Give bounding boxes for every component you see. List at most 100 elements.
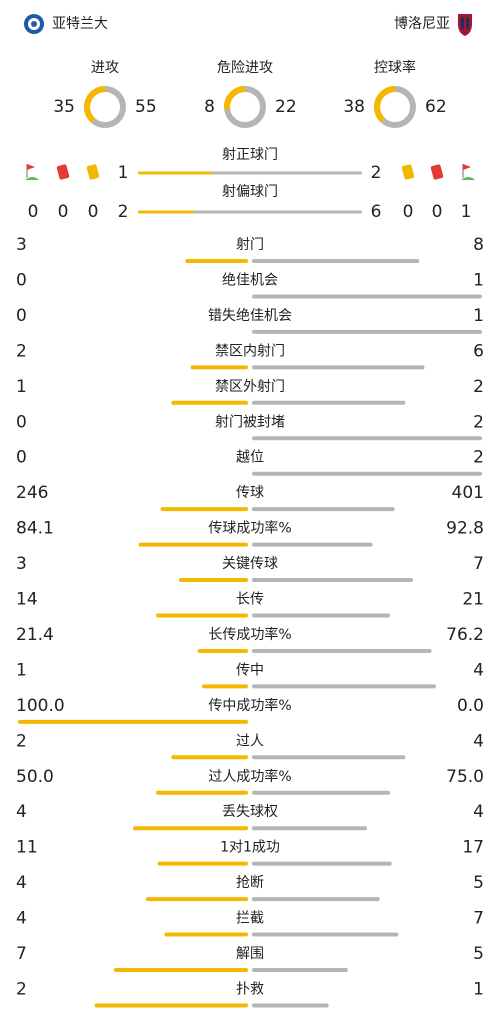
stat-label: 传球成功率% — [208, 520, 291, 537]
bar-home — [113, 968, 248, 972]
away-value: 55 — [135, 97, 157, 117]
bar-away — [252, 755, 406, 760]
home-value: 2 — [16, 979, 27, 999]
home-value: 7 — [16, 944, 27, 964]
stat-label: 错失绝佳机会 — [208, 308, 292, 324]
bar-home — [202, 684, 248, 689]
flag — [461, 177, 475, 180]
bar-away — [252, 861, 392, 866]
donut-home — [374, 86, 396, 123]
bar-away — [252, 1003, 329, 1008]
home-value: 2 — [118, 202, 129, 222]
bar-away — [252, 294, 482, 299]
home-value: 8 — [204, 97, 215, 117]
yellow-card-icon — [401, 164, 415, 180]
bar-away — [252, 400, 406, 405]
corner-icon — [25, 164, 39, 180]
away-value: 62 — [425, 97, 447, 117]
event-count: 0 — [58, 202, 69, 222]
shots-label: 射偏球门 — [222, 184, 278, 200]
home-value: 0 — [16, 306, 27, 326]
bar-home — [190, 365, 248, 370]
away-value: 1 — [473, 270, 484, 290]
home-value: 1 — [16, 660, 27, 680]
bar-away — [138, 210, 362, 214]
bar-away — [252, 578, 413, 583]
home-value: 100.0 — [16, 696, 65, 716]
bar-home — [138, 210, 194, 214]
away-value: 0.0 — [457, 696, 484, 716]
bar-away — [252, 365, 425, 370]
home-value: 14 — [16, 590, 38, 610]
stat-label: 传中 — [236, 662, 264, 678]
away-value: 1 — [473, 306, 484, 326]
pressure-label: 危险进攻 — [217, 60, 273, 76]
away-value: 22 — [275, 97, 297, 117]
stat-label: 射门 — [236, 237, 264, 253]
bar-home — [160, 507, 248, 512]
home-value: 3 — [16, 554, 27, 574]
home-value: 4 — [16, 802, 27, 822]
away-logo — [458, 14, 472, 36]
home-value: 4 — [16, 909, 27, 929]
bar-away — [252, 542, 373, 547]
away-value: 17 — [462, 838, 484, 858]
stat-label: 越位 — [236, 450, 264, 466]
stat-label: 拦截 — [236, 911, 264, 927]
bar-away — [252, 507, 395, 512]
bar-home — [138, 171, 213, 175]
stat-label: 1对1成功 — [220, 840, 280, 856]
flag — [463, 164, 471, 170]
bar-away — [252, 897, 380, 902]
red-card-icon — [430, 164, 444, 180]
bar-home — [171, 400, 248, 405]
bar-away — [252, 684, 436, 689]
home-value: 84.1 — [16, 519, 54, 539]
away-value: 2 — [473, 412, 484, 432]
pressure-label: 进攻 — [91, 60, 119, 76]
pressure-label: 控球率 — [374, 59, 416, 76]
bar-home — [133, 826, 248, 831]
event-count: 0 — [88, 202, 99, 222]
bar-away — [252, 613, 390, 618]
bar-home — [94, 1003, 249, 1008]
bar-home — [164, 932, 248, 937]
corner-icon — [461, 164, 475, 180]
home-team: 亚特兰大 — [52, 16, 108, 32]
home-value: 0 — [16, 448, 27, 468]
home-value: 0 — [16, 412, 27, 432]
home-value: 1 — [118, 163, 129, 183]
away-value: 6 — [371, 202, 382, 222]
home-value: 0 — [16, 270, 27, 290]
bar-home — [138, 542, 248, 547]
bar-away — [252, 790, 390, 795]
stat-label: 丢失球权 — [222, 804, 278, 820]
donut-home — [224, 86, 246, 110]
event-count: 0 — [432, 202, 443, 222]
away-value: 4 — [473, 802, 484, 822]
home-value: 2 — [16, 731, 27, 751]
bar-home — [197, 648, 248, 653]
bar-away — [252, 259, 420, 263]
home-value: 2 — [16, 341, 27, 361]
stat-label: 解围 — [236, 946, 264, 962]
away-value: 75.0 — [446, 767, 484, 787]
yellow-card-icon — [86, 164, 100, 180]
bar-away — [252, 932, 399, 937]
bar-home — [171, 755, 248, 760]
away-value: 92.8 — [446, 519, 484, 539]
stat-label: 传中成功率% — [208, 697, 291, 714]
home-value: 4 — [16, 873, 27, 893]
home-value: 21.4 — [16, 625, 54, 645]
stat-label: 关键传球 — [222, 556, 278, 572]
bar-home — [185, 259, 248, 263]
stat-label: 长传 — [236, 592, 264, 608]
event-count: 0 — [403, 202, 414, 222]
away-value: 2 — [473, 448, 484, 468]
away-value: 2 — [371, 163, 382, 183]
stat-label: 过人 — [236, 733, 264, 749]
away-value: 21 — [462, 590, 484, 610]
away-team: 博洛尼亚 — [394, 15, 450, 32]
away-value: 8 — [473, 235, 484, 255]
away-value: 2 — [473, 377, 484, 397]
